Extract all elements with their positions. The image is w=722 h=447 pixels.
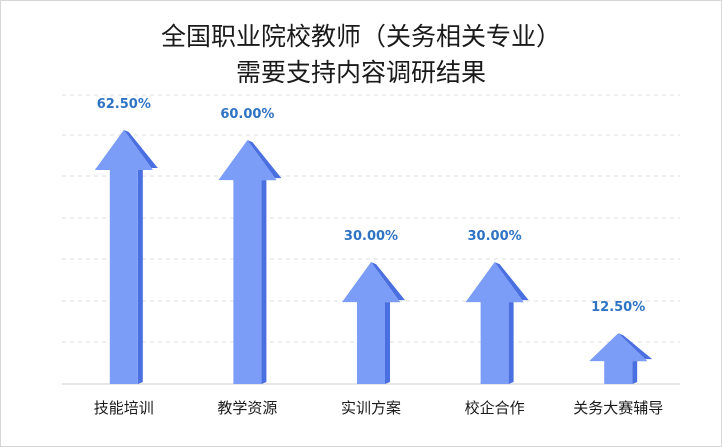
arrow-side-4 (494, 262, 529, 384)
category-label-3: 实训方案 (341, 399, 401, 417)
category-label-5: 关务大赛辅导 (573, 399, 663, 417)
arrow-bar-2 (218, 140, 277, 384)
value-label-4: 30.00% (468, 229, 522, 244)
category-label-4: 校企合作 (465, 399, 525, 417)
category-label-1: 技能培训 (94, 399, 154, 417)
arrow-bar-5 (589, 333, 648, 384)
arrow-bar-3 (342, 262, 400, 384)
category-label-2: 教学资源 (217, 399, 277, 417)
arrow-bar-4 (465, 262, 524, 384)
value-label-2: 60.00% (220, 107, 274, 122)
chart-title-line-2: 需要支持内容调研结果 (235, 58, 486, 87)
chart-title-line-1: 全国职业院校教师（关务相关专业） (160, 22, 561, 51)
value-label-3: 30.00% (344, 229, 398, 244)
arrow-side-2 (247, 140, 282, 384)
value-label-1: 62.50% (97, 97, 151, 112)
arrow-side-3 (371, 262, 405, 384)
value-label-5: 12.50% (591, 300, 645, 315)
arrow-side-5 (618, 333, 653, 384)
arrow-side-1 (123, 130, 158, 384)
arrow-bar-1 (94, 130, 153, 384)
